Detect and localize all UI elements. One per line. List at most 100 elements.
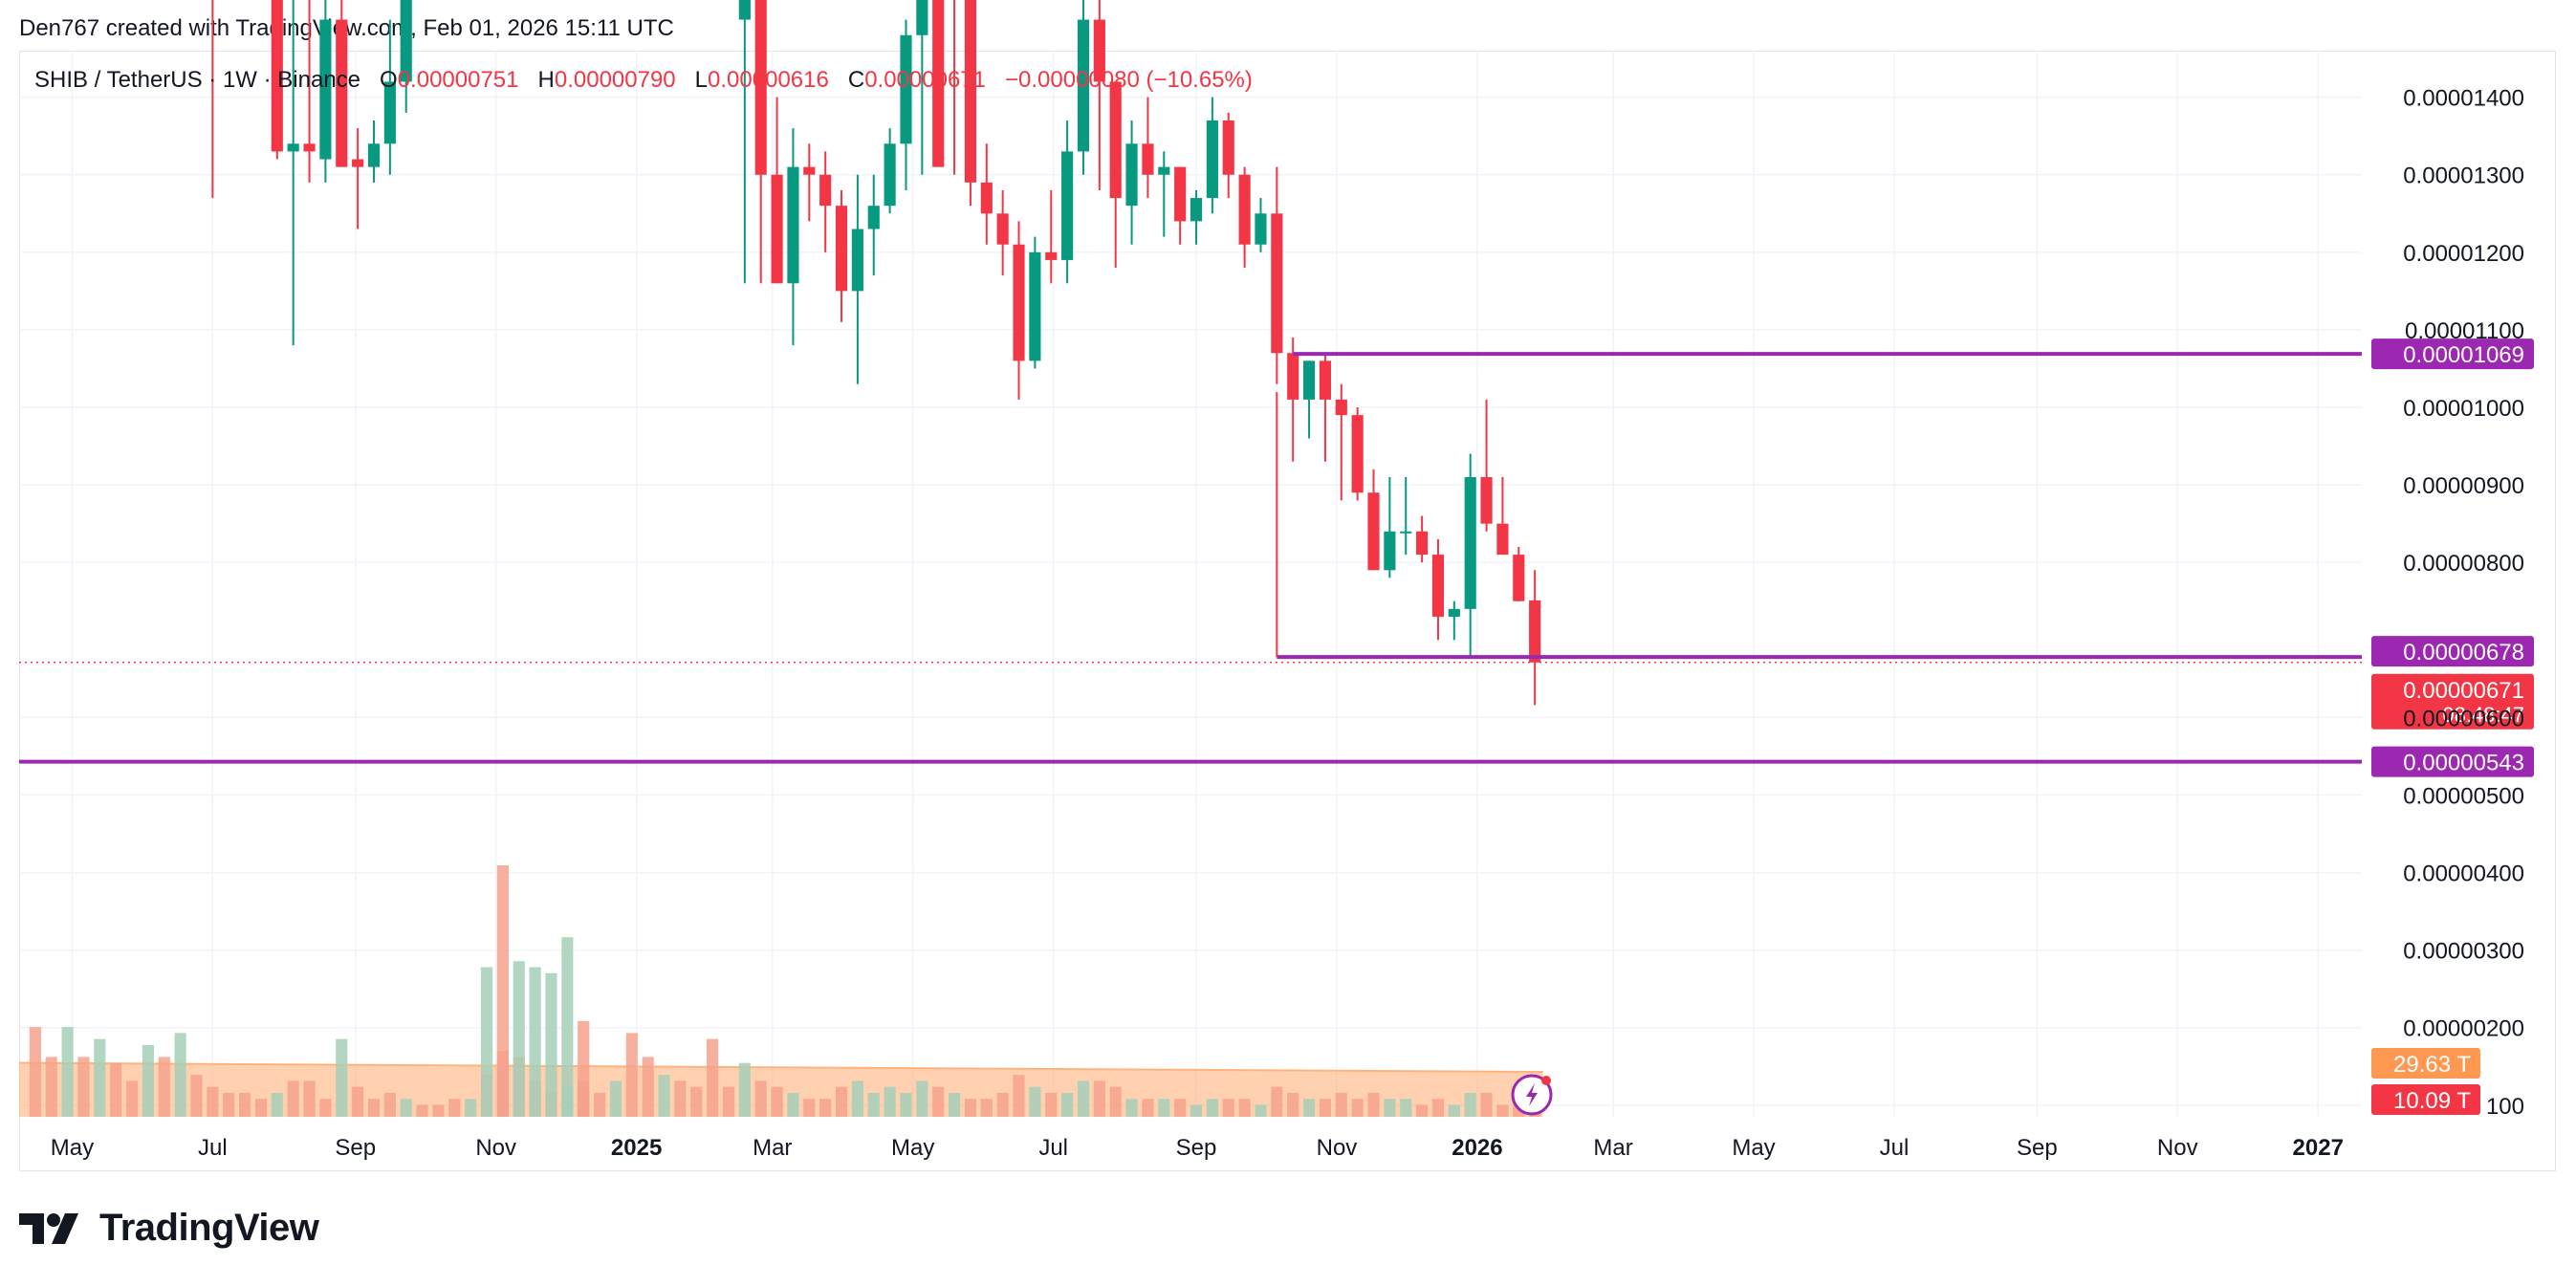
candle[interactable] bbox=[738, 0, 751, 284]
candle-body bbox=[851, 229, 863, 292]
level-label-lower-bg[interactable] bbox=[2371, 746, 2534, 777]
candle[interactable] bbox=[1287, 338, 1299, 462]
candle-body bbox=[367, 143, 381, 167]
candle[interactable] bbox=[1400, 477, 1412, 556]
candle[interactable] bbox=[1319, 353, 1331, 462]
candle[interactable] bbox=[1529, 570, 1541, 706]
candle[interactable] bbox=[1190, 189, 1203, 245]
candle[interactable] bbox=[867, 174, 880, 276]
candle[interactable] bbox=[400, 0, 412, 113]
volume-bar bbox=[1448, 1104, 1460, 1117]
candle[interactable] bbox=[1238, 166, 1251, 269]
x-tick-label: Nov bbox=[475, 1135, 516, 1161]
candle[interactable] bbox=[287, 0, 299, 346]
candle[interactable] bbox=[980, 143, 993, 245]
volume-bar bbox=[545, 972, 557, 1117]
candle[interactable] bbox=[1045, 189, 1058, 284]
volume-bar bbox=[94, 1038, 106, 1117]
x-tick-label: Mar bbox=[1593, 1135, 1632, 1161]
candle[interactable] bbox=[771, 97, 783, 284]
candle[interactable] bbox=[367, 120, 381, 183]
candle[interactable] bbox=[1496, 477, 1509, 556]
candle[interactable] bbox=[964, 0, 977, 207]
volume-bar bbox=[416, 1104, 428, 1117]
candle[interactable] bbox=[1448, 600, 1460, 641]
candle[interactable] bbox=[336, 0, 348, 167]
candle[interactable] bbox=[803, 143, 816, 222]
candle[interactable] bbox=[1431, 538, 1445, 641]
candle[interactable] bbox=[383, 19, 396, 175]
level-label-middle-bg[interactable] bbox=[2371, 636, 2534, 667]
candle[interactable] bbox=[1384, 477, 1396, 578]
candle[interactable] bbox=[1464, 453, 1476, 656]
symbol-label[interactable]: SHIB / TetherUS · 1W · Binance bbox=[34, 67, 361, 93]
candle[interactable] bbox=[1029, 236, 1041, 369]
candle[interactable] bbox=[352, 128, 364, 229]
volume-bar bbox=[835, 1086, 848, 1117]
candle[interactable] bbox=[1125, 120, 1138, 245]
candle[interactable] bbox=[1013, 221, 1025, 400]
volume-bar bbox=[1496, 1104, 1509, 1117]
x-tick-label: 2025 bbox=[611, 1135, 662, 1161]
candle-body bbox=[1158, 166, 1170, 175]
candle[interactable] bbox=[884, 128, 896, 214]
tradingview-brand[interactable]: TradingView bbox=[19, 1207, 319, 1250]
candle-body bbox=[867, 206, 880, 229]
ohlc-legend: SHIB / TetherUS · 1W · Binance O0.000007… bbox=[34, 67, 1253, 94]
candle[interactable] bbox=[271, 0, 283, 160]
level-label-upper-bg[interactable] bbox=[2371, 338, 2534, 370]
candle[interactable] bbox=[1174, 166, 1187, 245]
level-lines[interactable]: 0.000010690.000006780.0000067108:48:470.… bbox=[19, 338, 2534, 1115]
candle[interactable] bbox=[1351, 407, 1364, 501]
volume-bar bbox=[1416, 1104, 1429, 1117]
candle[interactable] bbox=[1302, 360, 1316, 439]
candle[interactable] bbox=[819, 151, 832, 252]
volume-bar bbox=[1302, 1099, 1316, 1117]
candle[interactable] bbox=[900, 19, 912, 190]
candle[interactable] bbox=[1480, 399, 1493, 532]
candle[interactable] bbox=[1077, 0, 1090, 175]
volume-bar bbox=[496, 865, 509, 1117]
candle[interactable] bbox=[1416, 515, 1429, 563]
level-label-middle: 0.00000678 bbox=[2403, 640, 2524, 665]
candle[interactable] bbox=[1109, 81, 1122, 269]
candle-body bbox=[1287, 353, 1299, 400]
current-price-label-bg[interactable] bbox=[2371, 673, 2534, 730]
candle[interactable] bbox=[1255, 198, 1267, 252]
lightning-icon[interactable] bbox=[1511, 1074, 1553, 1116]
candle-body bbox=[1174, 166, 1187, 222]
candle[interactable] bbox=[303, 0, 316, 183]
candle[interactable] bbox=[835, 189, 848, 322]
candle[interactable] bbox=[207, 0, 218, 199]
candle[interactable] bbox=[1093, 0, 1105, 190]
candle[interactable] bbox=[949, 0, 960, 175]
candle[interactable] bbox=[851, 174, 863, 384]
volume-bar bbox=[239, 1092, 251, 1117]
candle[interactable] bbox=[1367, 469, 1380, 571]
candle-body bbox=[771, 174, 783, 284]
volume-bar bbox=[1190, 1104, 1203, 1117]
candle[interactable] bbox=[787, 128, 799, 346]
candle[interactable] bbox=[1222, 112, 1234, 199]
volume-bar bbox=[254, 1099, 268, 1117]
candle[interactable] bbox=[1335, 383, 1347, 501]
candle[interactable] bbox=[1271, 166, 1283, 384]
candle[interactable] bbox=[754, 0, 767, 284]
candles[interactable] bbox=[207, 0, 1541, 706]
candle[interactable] bbox=[1061, 120, 1074, 284]
candle[interactable] bbox=[996, 189, 1009, 276]
x-tick-label: Nov bbox=[2157, 1135, 2198, 1161]
candle-body bbox=[1448, 608, 1460, 617]
candle[interactable] bbox=[1142, 97, 1154, 199]
volume-bar bbox=[1222, 1099, 1234, 1117]
candle[interactable] bbox=[1206, 97, 1218, 214]
candle[interactable] bbox=[1158, 151, 1170, 237]
candle[interactable] bbox=[319, 0, 332, 183]
candle[interactable] bbox=[1513, 546, 1525, 601]
candle[interactable] bbox=[932, 0, 945, 167]
candle-body bbox=[1271, 213, 1283, 354]
candle-body bbox=[303, 143, 316, 152]
candle[interactable] bbox=[916, 0, 928, 175]
candle-body bbox=[271, 0, 283, 152]
